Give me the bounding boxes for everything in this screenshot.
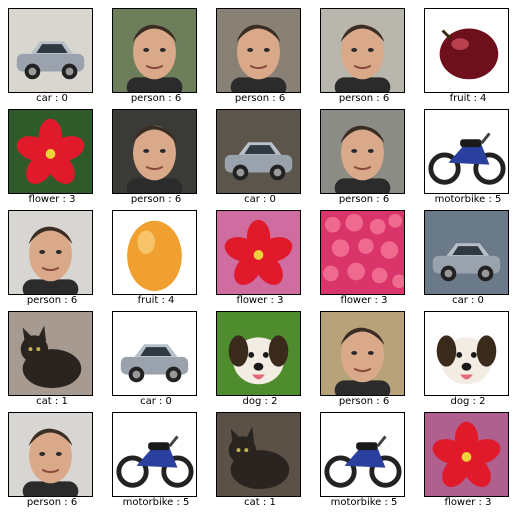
flower-icon [9, 110, 92, 193]
flower-icon [425, 413, 508, 496]
grid-cell: motorbike : 5 [416, 101, 520, 202]
grid-cell: person : 6 [312, 101, 416, 202]
cat-icon [9, 312, 92, 395]
motorbike-icon [113, 413, 196, 496]
car-icon [217, 110, 300, 193]
grid-cell: motorbike : 5 [104, 404, 208, 505]
thumbnail-image [424, 412, 509, 497]
thumbnail-image [424, 8, 509, 93]
image-caption: cat : 1 [208, 497, 312, 509]
grid-cell: person : 6 [104, 0, 208, 101]
person-face-icon [113, 9, 196, 92]
plum-icon [425, 9, 508, 92]
grid-cell: flower : 3 [208, 202, 312, 303]
person-face-icon [217, 9, 300, 92]
motorbike-icon [425, 110, 508, 193]
car-icon [9, 9, 92, 92]
orange-fruit-icon [113, 211, 196, 294]
grid-cell: cat : 1 [0, 303, 104, 404]
grid-cell: motorbike : 5 [312, 404, 416, 505]
grid-cell: car : 0 [0, 0, 104, 101]
flower-icon [217, 211, 300, 294]
grid-cell: person : 6 [312, 303, 416, 404]
grid-cell: car : 0 [208, 101, 312, 202]
grid-cell: person : 6 [104, 101, 208, 202]
thumbnail-image [424, 311, 509, 396]
grid-cell: dog : 2 [416, 303, 520, 404]
thumbnail-image [216, 8, 301, 93]
thumbnail-image [8, 109, 93, 194]
thumbnail-image [320, 311, 405, 396]
thumbnail-image [8, 210, 93, 295]
grid-cell: flower : 3 [0, 101, 104, 202]
dog-icon [217, 312, 300, 395]
car-icon [113, 312, 196, 395]
grid-cell: fruit : 4 [416, 0, 520, 101]
thumbnail-image [216, 412, 301, 497]
person-face-icon [113, 110, 196, 193]
thumbnail-image [320, 210, 405, 295]
person-face-icon [9, 211, 92, 294]
flower-bed-icon [321, 211, 404, 294]
thumbnail-image [216, 210, 301, 295]
thumbnail-image [320, 412, 405, 497]
person-face-icon [321, 110, 404, 193]
grid-cell: dog : 2 [208, 303, 312, 404]
thumbnail-image [112, 8, 197, 93]
thumbnail-image [216, 311, 301, 396]
thumbnail-image [320, 109, 405, 194]
grid-cell: car : 0 [104, 303, 208, 404]
dog-icon [425, 312, 508, 395]
person-face-icon [9, 413, 92, 496]
thumbnail-image [8, 8, 93, 93]
cat-icon [217, 413, 300, 496]
image-caption: motorbike : 5 [312, 497, 416, 509]
thumbnail-image [112, 311, 197, 396]
thumbnail-image [216, 109, 301, 194]
grid-cell: fruit : 4 [104, 202, 208, 303]
image-caption: motorbike : 5 [104, 497, 208, 509]
thumbnail-image [112, 210, 197, 295]
grid-cell: cat : 1 [208, 404, 312, 505]
image-caption: flower : 3 [416, 497, 520, 509]
thumbnail-image [424, 109, 509, 194]
motorbike-icon [321, 413, 404, 496]
thumbnail-image [8, 412, 93, 497]
grid-cell: person : 6 [312, 0, 416, 101]
grid-cell: person : 6 [208, 0, 312, 101]
grid-cell: flower : 3 [312, 202, 416, 303]
thumbnail-image [424, 210, 509, 295]
grid-cell: flower : 3 [416, 404, 520, 505]
grid-cell: person : 6 [0, 202, 104, 303]
thumbnail-image [112, 109, 197, 194]
thumbnail-image [112, 412, 197, 497]
image-caption: person : 6 [0, 497, 104, 509]
person-face-icon [321, 9, 404, 92]
thumbnail-image [320, 8, 405, 93]
grid-cell: person : 6 [0, 404, 104, 505]
thumbnail-image [8, 311, 93, 396]
car-icon [425, 211, 508, 294]
person-face-icon [321, 312, 404, 395]
grid-cell: car : 0 [416, 202, 520, 303]
